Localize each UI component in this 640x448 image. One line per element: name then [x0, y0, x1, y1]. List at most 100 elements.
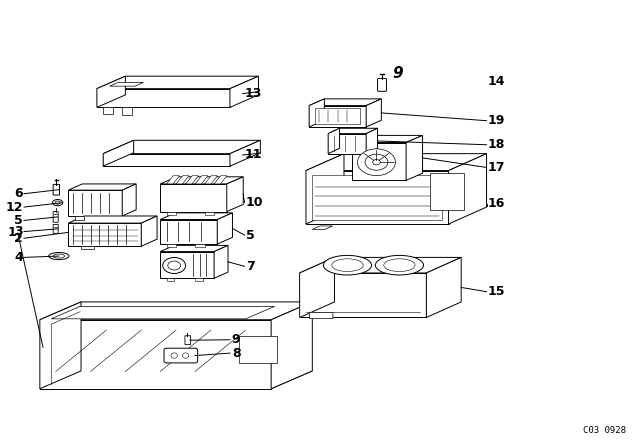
Polygon shape	[97, 89, 230, 108]
Text: 10: 10	[246, 196, 263, 209]
Text: 11: 11	[244, 148, 262, 161]
Ellipse shape	[49, 253, 69, 260]
Polygon shape	[214, 246, 228, 278]
Polygon shape	[166, 244, 176, 247]
Polygon shape	[312, 226, 333, 229]
Polygon shape	[227, 177, 243, 211]
Polygon shape	[40, 302, 312, 320]
Text: 16: 16	[488, 198, 505, 211]
Polygon shape	[122, 184, 136, 216]
Polygon shape	[51, 306, 275, 319]
Polygon shape	[306, 154, 486, 171]
Polygon shape	[160, 252, 214, 278]
Polygon shape	[122, 108, 132, 116]
Polygon shape	[205, 211, 214, 215]
Text: C03 0928: C03 0928	[583, 426, 626, 435]
Ellipse shape	[323, 255, 372, 275]
Polygon shape	[309, 99, 381, 106]
Polygon shape	[300, 273, 426, 318]
Polygon shape	[141, 216, 157, 246]
Polygon shape	[306, 154, 344, 224]
Polygon shape	[300, 258, 335, 318]
Polygon shape	[205, 176, 218, 184]
Ellipse shape	[332, 259, 363, 271]
Text: 8: 8	[232, 347, 241, 360]
Text: 9: 9	[392, 66, 403, 81]
Ellipse shape	[171, 353, 177, 358]
Polygon shape	[366, 99, 381, 127]
FancyBboxPatch shape	[310, 312, 333, 319]
Polygon shape	[160, 177, 243, 184]
FancyBboxPatch shape	[53, 185, 60, 195]
Polygon shape	[230, 140, 260, 166]
FancyBboxPatch shape	[378, 78, 387, 91]
Ellipse shape	[182, 353, 189, 358]
Polygon shape	[328, 128, 378, 134]
Polygon shape	[239, 336, 277, 363]
Polygon shape	[426, 258, 461, 318]
Text: 2: 2	[14, 232, 23, 245]
Ellipse shape	[53, 254, 65, 258]
Text: 18: 18	[488, 138, 505, 151]
Polygon shape	[271, 302, 312, 389]
Text: 14: 14	[488, 75, 506, 88]
Polygon shape	[166, 211, 176, 215]
Polygon shape	[160, 213, 232, 220]
Polygon shape	[214, 176, 227, 184]
Polygon shape	[429, 173, 465, 210]
Polygon shape	[195, 278, 204, 281]
Polygon shape	[75, 216, 84, 220]
Circle shape	[365, 154, 388, 170]
Polygon shape	[40, 320, 271, 389]
Polygon shape	[68, 190, 122, 216]
Text: 17: 17	[488, 161, 506, 174]
Polygon shape	[195, 244, 205, 247]
Polygon shape	[166, 278, 174, 281]
Polygon shape	[352, 135, 422, 142]
Text: 15: 15	[488, 285, 506, 298]
Ellipse shape	[52, 199, 63, 206]
Text: 5: 5	[14, 214, 23, 227]
Polygon shape	[309, 99, 324, 127]
Polygon shape	[328, 128, 340, 154]
Circle shape	[358, 149, 396, 176]
Polygon shape	[166, 176, 179, 184]
Polygon shape	[309, 106, 366, 127]
Polygon shape	[68, 184, 136, 190]
Polygon shape	[328, 134, 366, 154]
Polygon shape	[352, 142, 406, 181]
Polygon shape	[406, 135, 422, 181]
Polygon shape	[300, 258, 461, 273]
Polygon shape	[103, 154, 230, 166]
Polygon shape	[97, 76, 259, 89]
Polygon shape	[176, 176, 189, 184]
Text: 7: 7	[246, 260, 255, 273]
Polygon shape	[306, 171, 449, 224]
Text: 1: 1	[8, 226, 17, 239]
Polygon shape	[40, 371, 312, 389]
Polygon shape	[186, 176, 198, 184]
Polygon shape	[103, 140, 260, 154]
FancyBboxPatch shape	[164, 348, 198, 363]
Circle shape	[168, 261, 180, 270]
Polygon shape	[109, 82, 143, 86]
Polygon shape	[312, 175, 442, 220]
Text: 4: 4	[14, 251, 23, 264]
FancyBboxPatch shape	[53, 224, 58, 233]
Polygon shape	[40, 302, 81, 389]
Text: 9: 9	[232, 333, 241, 346]
Text: 12: 12	[5, 201, 23, 214]
Text: 19: 19	[488, 114, 505, 127]
Polygon shape	[316, 108, 360, 124]
Polygon shape	[230, 76, 259, 108]
Polygon shape	[103, 140, 134, 166]
Polygon shape	[449, 154, 486, 224]
Polygon shape	[68, 216, 157, 223]
Text: 13: 13	[244, 87, 262, 100]
Text: 3: 3	[14, 225, 23, 238]
Text: 6: 6	[14, 187, 23, 200]
Polygon shape	[217, 213, 232, 244]
Polygon shape	[97, 76, 125, 108]
Polygon shape	[160, 184, 227, 211]
Polygon shape	[160, 246, 228, 252]
